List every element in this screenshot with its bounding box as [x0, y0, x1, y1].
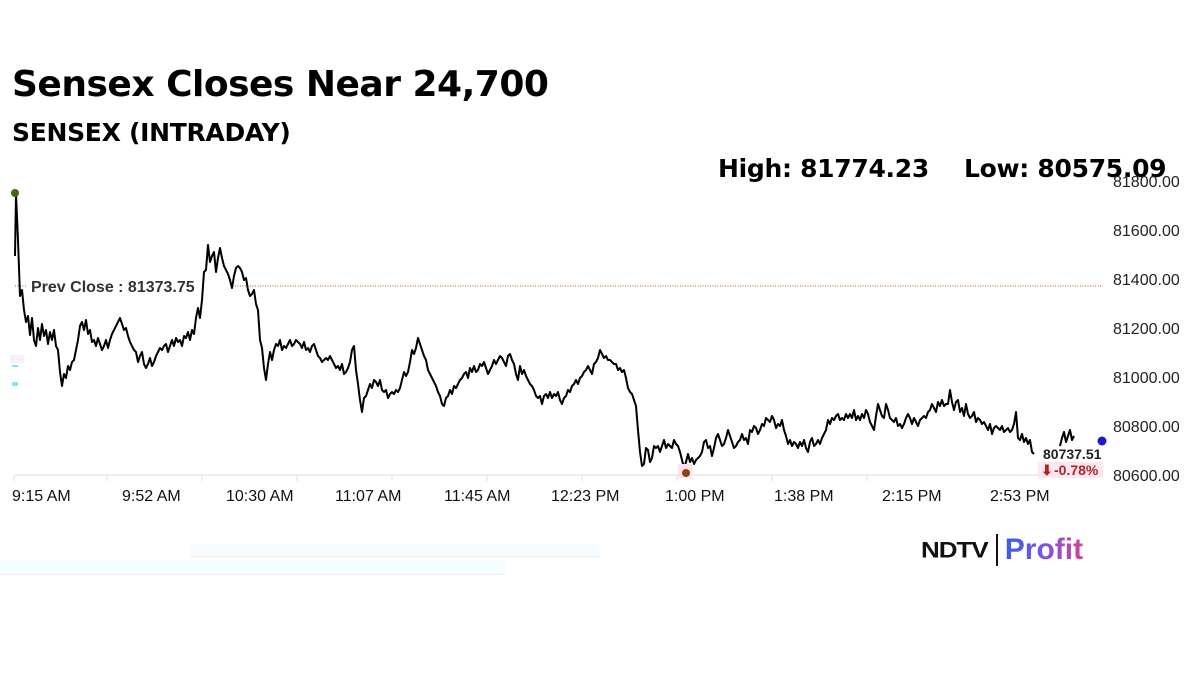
svg-text:81600.00: 81600.00: [1113, 223, 1180, 240]
svg-text:81000.00: 81000.00: [1113, 370, 1180, 387]
svg-text:12:23 PM: 12:23 PM: [551, 488, 619, 505]
sensex-price-line: [14, 193, 1035, 469]
change-percent: -0.78%: [1054, 462, 1099, 478]
x-axis-labels: 9:15 AM 9:52 AM 10:30 AM 11:07 AM 11:45 …: [12, 488, 1050, 505]
logo-divider: [995, 534, 998, 566]
y-axis-labels: 81800.00 81600.00 81400.00 81200.00 8100…: [1113, 174, 1180, 485]
cyan-marker-2: [12, 382, 18, 386]
chart-subtitle: SENSEX (INTRADAY): [12, 118, 291, 147]
svg-text:2:15 PM: 2:15 PM: [882, 488, 942, 505]
sensex-price-line-tail: [1059, 429, 1075, 447]
svg-text:10:30 AM: 10:30 AM: [226, 488, 294, 505]
faint-watermark-line-2: [0, 560, 505, 575]
svg-text:81200.00: 81200.00: [1113, 321, 1180, 338]
cyan-marker-1: [12, 365, 18, 367]
svg-text:1:38 PM: 1:38 PM: [774, 488, 834, 505]
low-value: Low: 80575.09: [964, 154, 1167, 183]
low-marker: [682, 469, 690, 477]
faint-watermark-line-1: [190, 544, 600, 557]
logo-profit-text: Profit: [1004, 533, 1084, 566]
prev-close-label-bg: [26, 275, 234, 297]
change-badge-bg: [1038, 462, 1103, 478]
svg-text:1:00 PM: 1:00 PM: [665, 488, 725, 505]
svg-text:80800.00: 80800.00: [1113, 419, 1180, 436]
ndtv-profit-logo: NDTV Profit: [921, 532, 1083, 568]
faint-marker-bg: [10, 355, 24, 363]
svg-text:81400.00: 81400.00: [1113, 272, 1180, 289]
svg-text:11:07 AM: 11:07 AM: [335, 488, 401, 505]
last-value-label: 80737.51: [1043, 446, 1102, 462]
svg-text:9:52 AM: 9:52 AM: [122, 488, 181, 505]
arrow-down-icon: ⬇: [1041, 462, 1053, 478]
high-marker: [11, 189, 19, 197]
svg-text:80600.00: 80600.00: [1113, 468, 1180, 485]
x-tick-marks: [13, 475, 868, 481]
page-title: Sensex Closes Near 24,700: [12, 64, 549, 105]
svg-text:11:45 AM: 11:45 AM: [444, 488, 510, 505]
svg-text:2:53 PM: 2:53 PM: [990, 488, 1050, 505]
logo-ndtv-text: NDTV: [921, 536, 989, 563]
last-value-marker: [1097, 436, 1107, 446]
svg-text:81800.00: 81800.00: [1113, 174, 1180, 191]
high-value: High: 81774.23: [718, 154, 929, 183]
svg-text:9:15 AM: 9:15 AM: [12, 488, 71, 505]
prev-close-label: Prev Close : 81373.75: [31, 279, 195, 296]
